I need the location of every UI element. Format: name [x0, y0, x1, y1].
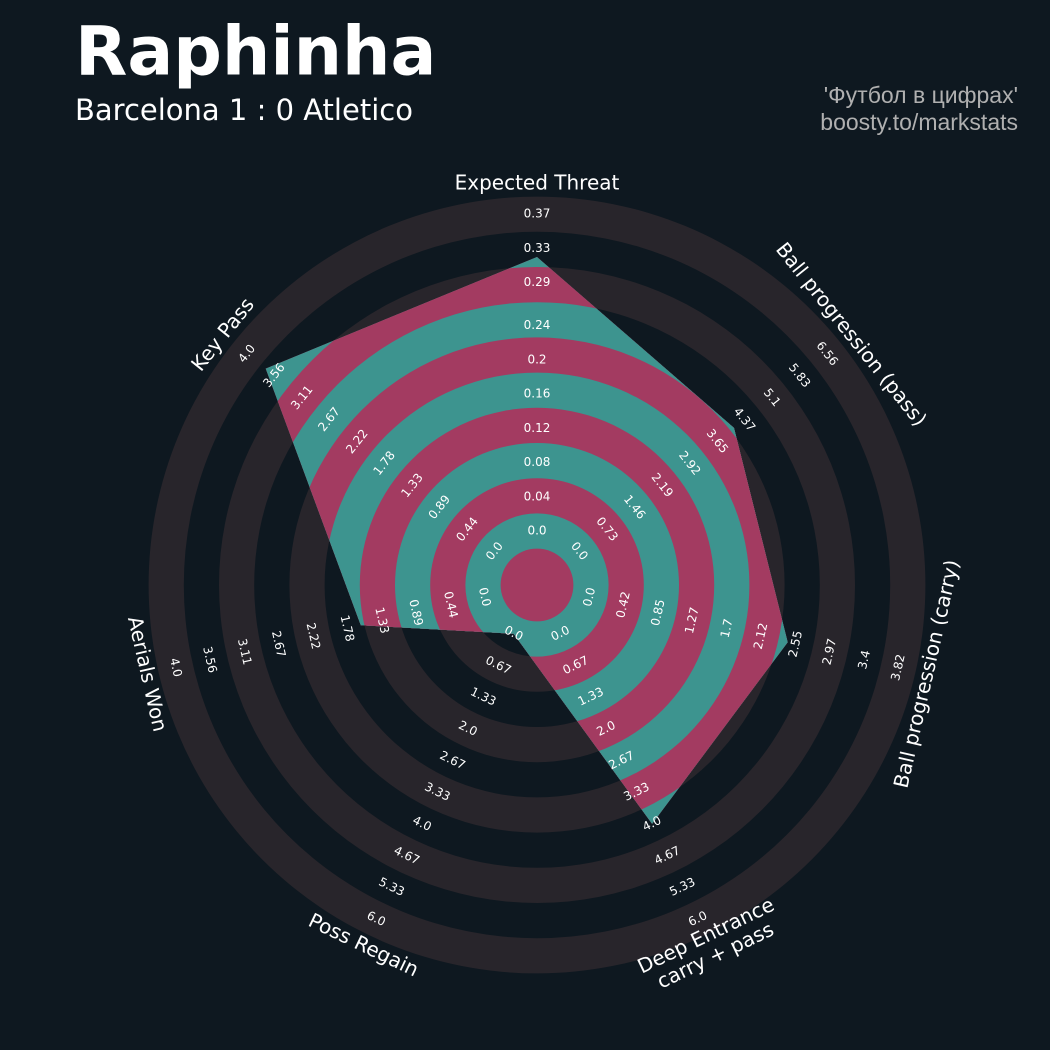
- axis-label: Expected Threat: [455, 171, 620, 195]
- credit: 'Футбол в цифрах': [824, 82, 1018, 108]
- tick-label: 3.82: [888, 653, 908, 682]
- tick-label: 0.85: [648, 598, 668, 627]
- tick-label: 0.2: [527, 352, 546, 366]
- tick-label: 0.29: [524, 275, 551, 289]
- tick-label: 0.08: [524, 455, 551, 469]
- tick-label: 0.44: [441, 590, 461, 619]
- tick-label: 2.97: [819, 637, 839, 666]
- ring: [500, 548, 574, 622]
- tick-label: 3.11: [235, 637, 255, 666]
- tick-label: 2.55: [786, 629, 806, 658]
- chart-title: Raphinha: [75, 13, 436, 92]
- credit: boosty.to/markstats: [820, 109, 1018, 135]
- tick-label: 0.33: [524, 241, 551, 255]
- tick-label: 0.89: [406, 598, 426, 627]
- tick-label: 0.24: [524, 318, 551, 332]
- tick-label: 0.04: [524, 489, 551, 503]
- tick-label: 0.0: [527, 524, 546, 538]
- tick-label: 2.22: [304, 621, 324, 650]
- tick-label: 3.56: [200, 645, 220, 674]
- tick-label: 0.16: [524, 387, 551, 401]
- tick-label: 1.78: [338, 614, 358, 643]
- tick-label: 2.12: [751, 621, 771, 650]
- tick-label: 4.0: [167, 657, 185, 679]
- tick-label: 0.0: [580, 586, 598, 608]
- tick-label: 0.37: [524, 207, 551, 221]
- tick-label: 3.4: [855, 649, 873, 671]
- tick-label: 0.12: [524, 421, 551, 435]
- chart-subtitle: Barcelona 1 : 0 Atletico: [75, 93, 413, 127]
- tick-label: 1.7: [718, 617, 736, 639]
- tick-label: 1.33: [372, 606, 392, 635]
- tick-label: 0.42: [613, 590, 633, 619]
- tick-label: 0.0: [476, 586, 494, 608]
- tick-label: 2.67: [269, 629, 289, 658]
- tick-label: 1.27: [682, 606, 702, 635]
